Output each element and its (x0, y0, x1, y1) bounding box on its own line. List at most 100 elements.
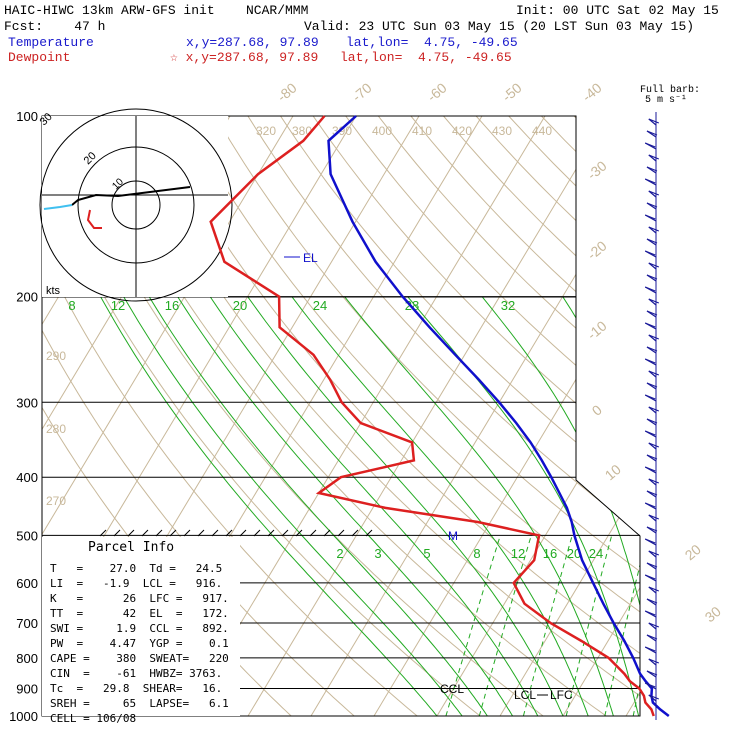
isotherm-label: -20 (584, 237, 610, 262)
wind-barb-flag (648, 190, 660, 196)
temperature-legend: Temperature (8, 35, 94, 50)
hatch-tick (295, 529, 303, 537)
pressure-tick-label: 200 (16, 290, 38, 305)
dry-adiabat-line (84, 116, 607, 716)
wind-barb-flag (646, 382, 658, 388)
isotherm-label: 10 (602, 461, 624, 483)
mixing-ratio-label: 12 (511, 546, 525, 561)
mixing-ratio-line (656, 535, 694, 716)
wind-barb-flag (646, 130, 658, 136)
hatch-tick (351, 529, 359, 537)
wind-barb-flag (648, 658, 660, 664)
hodograph-ring-30 (39, 108, 233, 302)
wind-barb-flag (644, 358, 656, 364)
parcel-info-row: TT = 42 EL = 172. (50, 607, 229, 620)
dewpoint-profile (209, 115, 655, 717)
parcel-info-row: Tc = 29.8 SHEAR= 16. (50, 682, 223, 695)
theta-label: 290 (46, 349, 66, 363)
hodograph-trace-low (86, 209, 102, 229)
barb-legend-line1: Full barb: (640, 85, 701, 96)
hatch-tick (141, 529, 149, 537)
wind-barb-flag (644, 610, 656, 616)
mixing-ratio-label: 16 (165, 298, 179, 313)
hatch-tick (225, 529, 233, 537)
mixing-ratio-label: 3 (374, 546, 381, 561)
parcel-info-row: T = 27.0 Td = 24.5 (50, 562, 223, 575)
dry-adiabat-line (116, 116, 640, 716)
parcel-info-background (42, 537, 240, 716)
lfc-marker-label: LFC (550, 688, 573, 702)
wind-barb-flag (644, 250, 656, 256)
temperature-xy: x,y=287.68, 97.89 (186, 35, 319, 50)
isotherm-line (689, 116, 740, 716)
isotherm-line (499, 116, 640, 716)
mixing-ratio-label: 8 (473, 546, 480, 561)
hatch-tick (113, 529, 121, 537)
theta-label: 430 (492, 124, 512, 138)
parcel-info-table: T = 27.0 Td = 24.5 LI = -1.9 LCL = 916. K … (50, 561, 229, 726)
isotherm-label: -50 (499, 79, 525, 104)
wind-barb-flag (644, 466, 656, 472)
hatch-tick (155, 529, 163, 537)
dry-adiabat-line (508, 116, 640, 716)
wind-barb-flag (648, 262, 660, 268)
dry-adiabat-line (42, 116, 418, 716)
mixing-ratio-line (604, 535, 640, 716)
mixing-level-marker: M (448, 529, 458, 543)
init-time: Init: 00 UTC Sat 02 May 15 (516, 3, 719, 18)
pressure-tick-label: 300 (16, 395, 38, 410)
ccl-marker-label: CCL (440, 682, 464, 696)
wind-barb-flag (644, 646, 656, 652)
wind-barb-flag (644, 214, 656, 220)
wind-barb-flag (646, 598, 658, 604)
wind-barb-flag (646, 562, 658, 568)
mixing-ratio-label: 8 (68, 298, 75, 313)
moist-adiabat-line (247, 296, 564, 716)
hatch-tick (337, 529, 345, 537)
isotherm-label: -10 (584, 317, 610, 342)
dry-adiabat-line (280, 116, 640, 716)
wind-barb-flag (648, 442, 660, 448)
dry-adiabat-line (606, 116, 640, 716)
hatch-tick (127, 529, 135, 537)
dry-adiabat-line (410, 116, 640, 716)
isotherm-label: 20 (682, 541, 704, 563)
hatch-tick (281, 529, 289, 537)
pressure-tick-label: 600 (16, 576, 38, 591)
hodograph-background (42, 116, 228, 297)
dry-adiabat-line (541, 116, 640, 716)
wind-barb-flag (648, 298, 660, 304)
pressure-tick-label: 100 (16, 109, 38, 124)
isotherm-label: -70 (349, 79, 375, 104)
parcel-info-title: Parcel Info (88, 540, 175, 555)
isotherm-line (625, 116, 640, 716)
wind-barb-flag (648, 154, 660, 160)
dry-adiabat-line (345, 116, 640, 716)
dewpoint-xy: ☆ x,y=287.68, 97.89 (170, 50, 319, 65)
isotherm-line (373, 116, 640, 716)
temperature-profile (327, 115, 670, 717)
mixing-ratio-label: 5 (423, 546, 430, 561)
theta-label: 410 (412, 124, 432, 138)
wind-barb-flag (648, 514, 660, 520)
parcel-info-row: CAPE = 380 SWEAT= 220 (50, 652, 229, 665)
hatch-tick (99, 529, 107, 537)
wind-barb-flag (646, 418, 658, 424)
mixing-ratio-label: 2 (336, 546, 343, 561)
isotherm-label: -80 (274, 79, 300, 104)
theta-label: 380 (292, 124, 312, 138)
wind-barb-flag (646, 490, 658, 496)
parcel-info-row: PW = 4.47 YGP = 0.1 (50, 637, 229, 650)
dewpoint-latlon: lat,lon= 4.75, -49.65 (340, 50, 512, 65)
isotherm-line (42, 116, 294, 716)
mixing-ratio-label: 32 (501, 298, 515, 313)
valid-time: Valid: 23 UTC Sun 03 May 15 (20 LST Sun … (304, 19, 695, 34)
wind-barb-flag (646, 634, 658, 640)
mixing-ratio-line (445, 535, 501, 716)
dry-adiabat-line (149, 116, 640, 716)
hodograph-trace-upper (71, 186, 191, 206)
theta-label: 400 (372, 124, 392, 138)
dry-adiabat-line (247, 116, 640, 716)
